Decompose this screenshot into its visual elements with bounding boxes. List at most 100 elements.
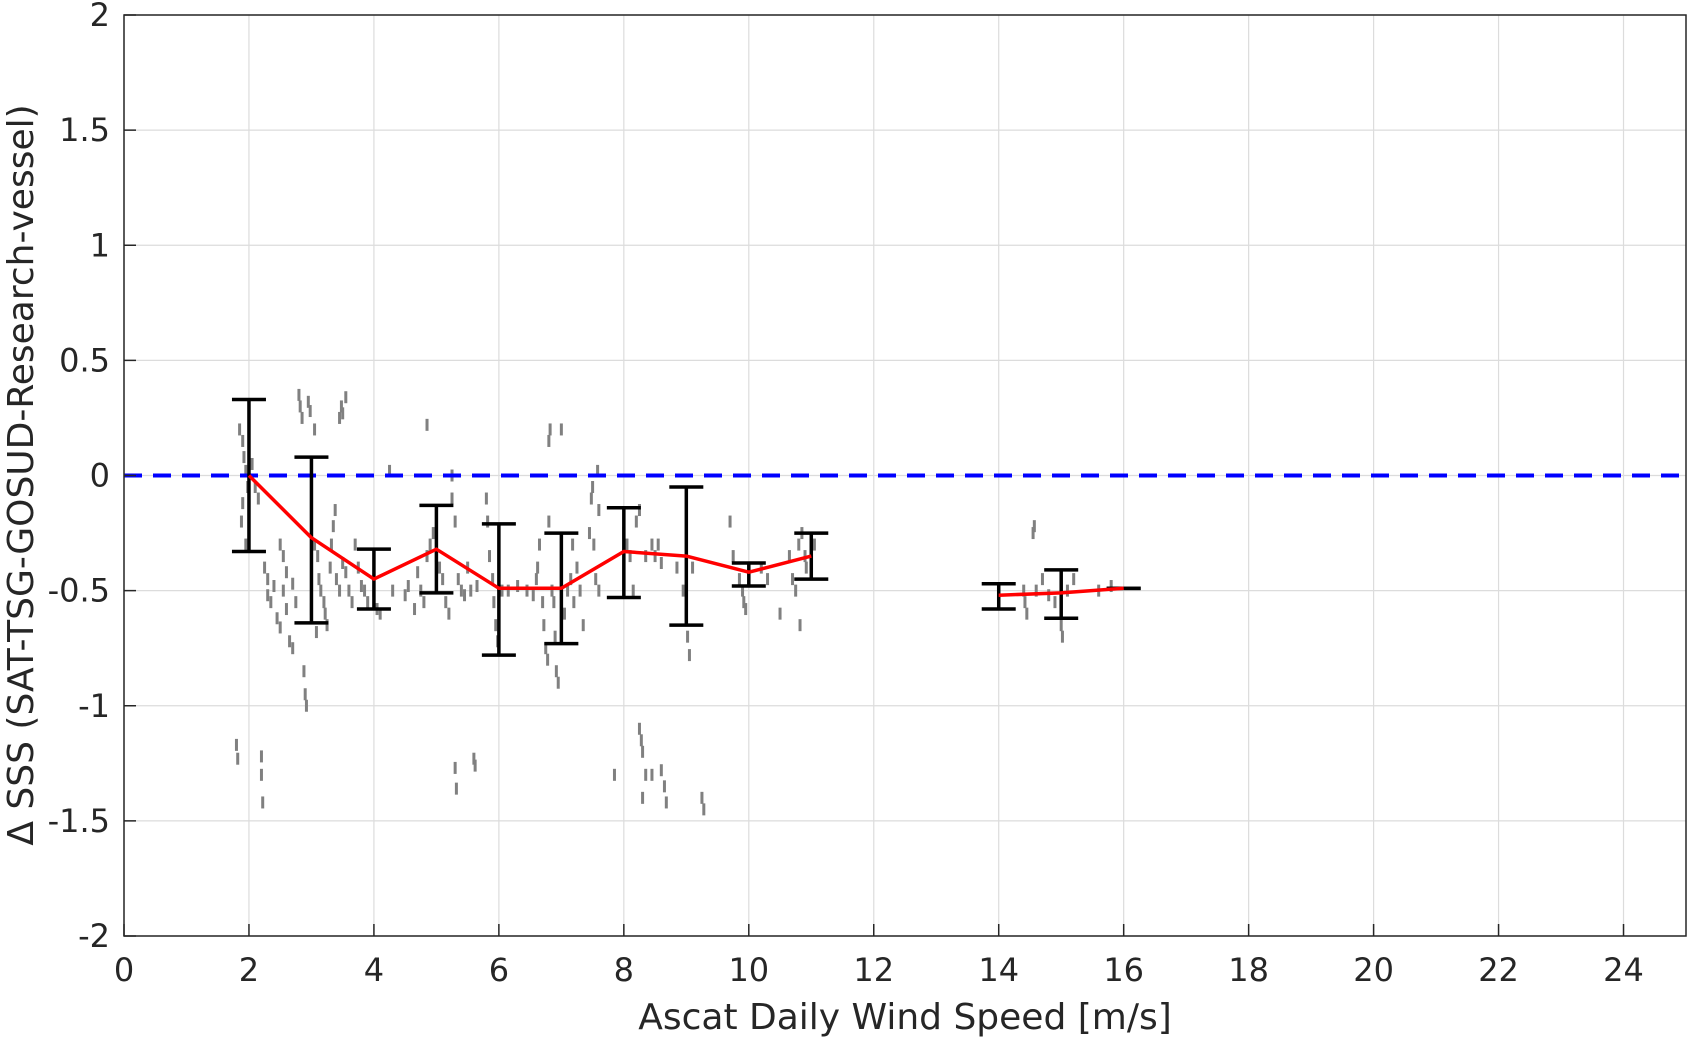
y-tick-label: -2 xyxy=(78,917,110,955)
scatter-point xyxy=(687,649,691,662)
scatter-point xyxy=(650,538,654,551)
scatter-point xyxy=(581,619,585,632)
scatter-point xyxy=(681,584,685,597)
scatter-point xyxy=(475,580,479,593)
y-tick-label: 2 xyxy=(90,0,110,34)
scatter-point xyxy=(575,561,579,574)
scatter-point xyxy=(686,630,690,643)
x-axis-ticks: 0 2 4 6 8 10 12 14 16 18 20 22 24 xyxy=(114,924,1644,989)
scatter-point xyxy=(344,391,348,404)
scatter-point xyxy=(1032,520,1036,533)
scatter-point xyxy=(284,566,288,579)
scatter-point xyxy=(319,584,323,597)
scatter-point xyxy=(353,538,357,551)
scatter-point xyxy=(1072,573,1076,586)
scatter-point xyxy=(1109,580,1113,593)
scatter-point xyxy=(428,538,432,551)
scatter-point xyxy=(612,768,616,781)
scatter-point xyxy=(641,745,645,758)
scatter-point xyxy=(794,584,798,597)
scatter-point xyxy=(239,515,243,528)
scatter-point xyxy=(244,538,248,551)
mean-line-segment xyxy=(247,474,812,591)
x-tick-label: 10 xyxy=(728,951,769,989)
scatter-point xyxy=(391,584,395,597)
scatter-point xyxy=(797,538,801,551)
scatter-point xyxy=(744,603,748,616)
scatter-point xyxy=(644,768,648,781)
scatter-point xyxy=(589,492,593,505)
error-bars xyxy=(231,397,1141,657)
scatter-point xyxy=(304,699,308,712)
scatter-point xyxy=(334,573,338,586)
scatter-point xyxy=(691,561,695,574)
scatter-point xyxy=(634,515,638,528)
scatter-point xyxy=(313,538,317,551)
scatter-point xyxy=(1022,584,1026,597)
scatter-point xyxy=(416,566,420,579)
y-tick-label: 1.5 xyxy=(59,111,110,149)
x-tick-label: 20 xyxy=(1353,951,1394,989)
scatter-point xyxy=(272,580,276,593)
scatter-point xyxy=(261,796,265,809)
scatter-point xyxy=(1040,573,1044,586)
scatter-point xyxy=(425,550,429,563)
scatter-point xyxy=(469,584,473,597)
y-axis-label: Δ SSS (SAT-TSG-GOSUD-Research-vessel) xyxy=(1,104,42,845)
y-tick-label: -0.5 xyxy=(48,572,110,610)
scatter-point xyxy=(1065,584,1069,597)
scatter-point xyxy=(453,761,457,774)
scatter-point xyxy=(537,538,541,551)
scatter-point xyxy=(791,573,795,586)
scatter-point xyxy=(731,550,735,563)
scatter-point xyxy=(556,676,560,689)
scatter-point xyxy=(425,418,429,431)
scatter-point xyxy=(325,619,329,632)
scatter-point xyxy=(406,580,410,593)
scatter-point xyxy=(463,589,467,602)
scatter-point xyxy=(291,642,295,655)
scatter-point xyxy=(269,596,273,609)
scatter-point xyxy=(741,584,745,597)
scatter-point xyxy=(323,607,327,620)
scatter-point xyxy=(322,596,326,609)
x-tick-label: 6 xyxy=(489,951,509,989)
error-bar xyxy=(731,561,766,588)
scatter-point xyxy=(597,584,601,597)
scatter-point xyxy=(438,561,442,574)
scatter-point xyxy=(441,573,445,586)
scatter-point xyxy=(700,791,704,804)
scatter-point xyxy=(550,584,554,597)
scatter-point xyxy=(329,538,333,551)
scatter-point xyxy=(492,596,496,609)
scatter-point xyxy=(242,451,246,464)
scatter-point xyxy=(284,603,288,616)
scatter-point xyxy=(675,561,679,574)
scatter-point xyxy=(454,782,458,795)
scatter-point xyxy=(403,589,407,602)
scatter-point xyxy=(494,619,498,632)
scatter-point xyxy=(266,589,270,602)
scatter-point xyxy=(350,596,354,609)
scatter-point xyxy=(594,573,598,586)
scatter-point xyxy=(281,550,285,563)
x-tick-label: 12 xyxy=(853,951,894,989)
x-tick-label: 16 xyxy=(1103,951,1144,989)
scatter-point xyxy=(486,515,490,528)
scatter-point xyxy=(241,497,245,510)
scatter-point xyxy=(742,596,746,609)
scatter-point xyxy=(1047,589,1051,602)
scatter-point xyxy=(737,573,741,586)
scatter-point xyxy=(562,607,566,620)
scatter-point xyxy=(587,527,591,540)
scatter-point xyxy=(798,619,802,632)
scatter-point xyxy=(316,550,320,563)
scatter-point xyxy=(250,457,254,470)
scatter-point xyxy=(1023,596,1027,609)
scatter-point xyxy=(241,434,245,447)
error-bar xyxy=(294,455,329,625)
scatter-point xyxy=(516,580,520,593)
scatter-point xyxy=(637,722,641,735)
scatter-point xyxy=(1034,584,1038,597)
